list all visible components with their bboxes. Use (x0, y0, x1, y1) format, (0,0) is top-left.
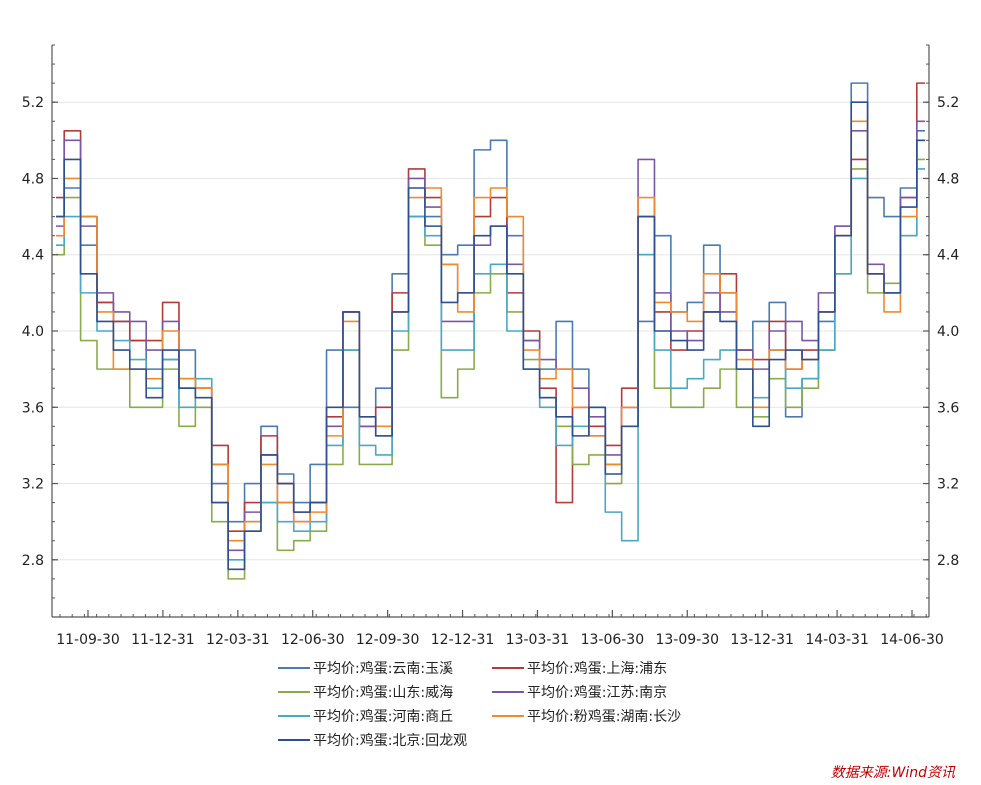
y-tick-label-right: 4.8 (937, 171, 959, 187)
x-tick-label: 12-06-30 (281, 632, 345, 648)
series-line-0 (56, 82, 925, 523)
x-tick-label: 13-12-31 (730, 632, 794, 648)
x-tick-label: 13-03-31 (506, 632, 570, 648)
x-tick-label: 14-06-30 (880, 632, 944, 648)
legend-label: 平均价:粉鸡蛋:湖南:长沙 (527, 708, 681, 725)
series-line-3 (56, 120, 925, 552)
y-tick-label: 4.8 (22, 171, 44, 187)
series-line-6 (56, 101, 925, 571)
legend-label: 平均价:鸡蛋:上海:浦东 (527, 660, 667, 677)
grid-lines (52, 101, 929, 561)
y-tick-label: 3.2 (22, 477, 44, 493)
y-tick-label-right: 4.4 (937, 248, 959, 264)
y-tick-label: 3.6 (22, 400, 44, 416)
legend-label: 平均价:鸡蛋:山东:威海 (313, 684, 453, 701)
y-tick-label-right: 4.0 (937, 324, 959, 340)
legend-label: 平均价:鸡蛋:江苏:南京 (527, 684, 667, 701)
y-tick-label: 5.2 (22, 95, 44, 111)
y-tick-label-right: 3.2 (937, 477, 959, 493)
legend-label: 平均价:鸡蛋:河南:商丘 (313, 708, 453, 725)
legend-label: 平均价:鸡蛋:北京:回龙观 (313, 732, 467, 749)
x-tick-label: 13-06-30 (581, 632, 645, 648)
x-tick-label: 12-12-31 (431, 632, 495, 648)
y-tick-label: 4.0 (22, 324, 44, 340)
y-tick-label: 2.8 (22, 553, 44, 569)
x-tick-label: 11-12-31 (131, 632, 195, 648)
axes (51, 44, 930, 618)
x-axis-ticks: 11-09-30 11-12-31 12-03-31 12-06-30 12-09-30… (56, 610, 944, 648)
source-label: 数据来源:Wind资讯 (831, 765, 956, 781)
x-tick-label: 11-09-30 (56, 632, 120, 648)
series-line-5 (56, 120, 925, 542)
x-tick-label: 13-09-30 (655, 632, 719, 648)
y-tick-label-right: 2.8 (937, 553, 959, 569)
y-tick-label-right: 3.6 (937, 400, 959, 416)
x-tick-label: 12-03-31 (206, 632, 270, 648)
x-tick-label: 12-09-30 (356, 632, 420, 648)
series-lines (56, 82, 925, 580)
y-tick-label: 4.4 (22, 248, 44, 264)
y-axis-left-ticks: 2.8 3.2 3.6 4.0 4.4 4.8 5.2 (22, 95, 44, 569)
y-axis-right-ticks: 2.8 3.2 3.6 4.0 4.4 4.8 5.2 (937, 95, 959, 569)
legend-label: 平均价:鸡蛋:云南:玉溪 (313, 660, 453, 677)
y-tick-label-right: 5.2 (937, 95, 959, 111)
x-tick-label: 14-03-31 (805, 632, 869, 648)
